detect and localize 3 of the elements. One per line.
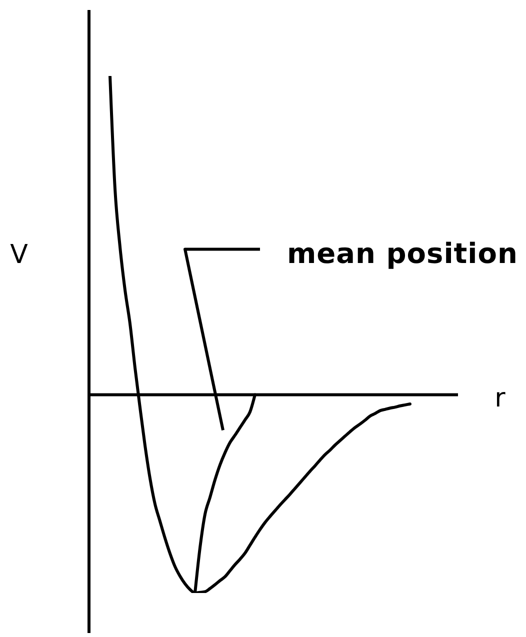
text: mean position bbox=[287, 237, 518, 270]
y-axis-title: V bbox=[10, 240, 28, 270]
x-axis-title: r bbox=[494, 384, 506, 414]
